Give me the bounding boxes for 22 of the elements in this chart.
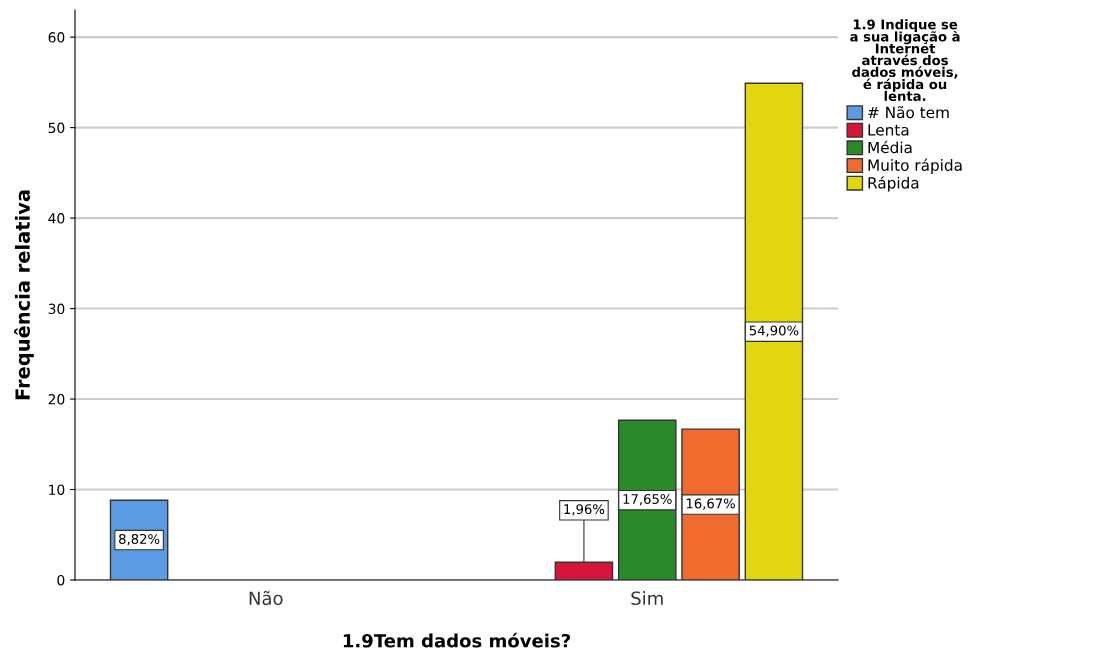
y-tick-label: 30 (48, 303, 65, 315)
data-label: 17,65% (623, 494, 672, 506)
legend-label: # Não tem (868, 106, 949, 119)
y-tick-label: 40 (48, 213, 65, 224)
legend-title: 1.9 Indique se a sua ligação à Internet através dos dados móveis, é rápida ou lenta. (850, 19, 960, 102)
y-axis-title: Frequência relativa (14, 190, 34, 400)
y-tick-label: 10 (49, 484, 65, 495)
y-tick-label: 20 (48, 394, 65, 405)
legend-label: Média (868, 140, 912, 154)
x-tick-label: Sim (631, 591, 663, 606)
y-tick-label: 60 (48, 32, 65, 43)
data-label: 16,67% (686, 498, 736, 510)
x-axis-title: 1.9Tem dados móveis? (343, 632, 571, 648)
data-label: 1,96% (564, 504, 605, 516)
y-tick-label: 0 (57, 574, 65, 586)
y-tick-label: 50 (48, 122, 65, 134)
x-tick-label: Não (249, 590, 283, 606)
data-label: 54,90% (749, 325, 799, 337)
legend-label: Lenta (868, 124, 909, 136)
legend-label: Rápida (868, 176, 919, 192)
legend-label: Muito rápida (868, 158, 962, 174)
data-label: 8,82% (119, 533, 160, 546)
